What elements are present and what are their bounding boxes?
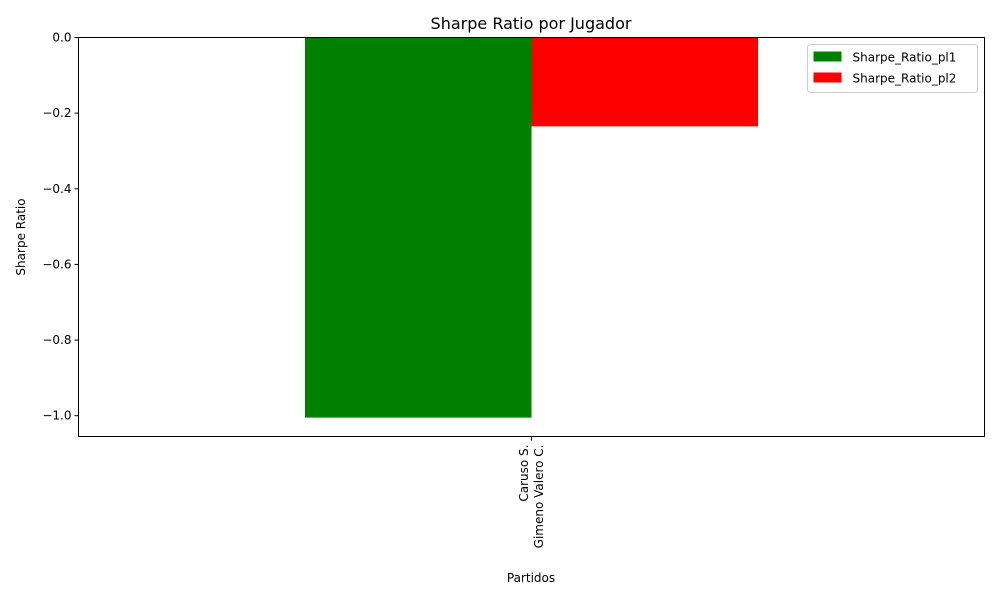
chart-title: Sharpe Ratio por Jugador [431, 14, 632, 33]
x-axis: Caruso S. Gimeno Valero C. [517, 436, 546, 549]
y-tick-label: −0.6 [42, 257, 71, 271]
legend-label: Sharpe_Ratio_pl2 [853, 72, 957, 86]
legend-swatch [813, 72, 842, 83]
legend-box [807, 44, 978, 93]
y-tick-label: 0.0 [52, 31, 71, 45]
x-tick-label: Caruso S. Gimeno Valero C. [517, 445, 546, 549]
y-tick-label: −0.8 [42, 333, 71, 347]
legend-label: Sharpe_Ratio_pl1 [853, 51, 957, 65]
y-tick-label: −0.4 [42, 182, 71, 196]
bar-Sharpe_Ratio_pl2 [531, 37, 758, 127]
y-tick-label: −1.0 [42, 409, 71, 423]
bar-Sharpe_Ratio_pl1 [305, 37, 532, 418]
bars-layer [305, 37, 758, 418]
y-axis: 0.0 −0.2 −0.4 −0.6 −0.8 −1.0 [42, 31, 79, 423]
x-tick-label-line: Gimeno Valero C. [532, 445, 546, 549]
y-tick-label: −0.2 [42, 106, 71, 120]
legend-swatch [813, 51, 842, 62]
x-axis-label: Partidos [507, 571, 555, 585]
legend: Sharpe_Ratio_pl1 Sharpe_Ratio_pl2 [807, 44, 978, 93]
x-tick-label-line: Caruso S. [517, 445, 531, 502]
y-axis-label: Sharpe Ratio [14, 198, 28, 275]
